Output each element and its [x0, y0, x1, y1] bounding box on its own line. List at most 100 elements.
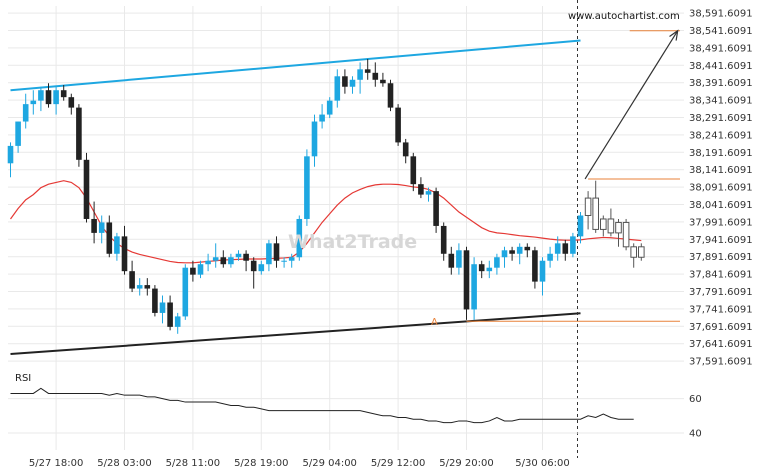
candle-body: [456, 250, 462, 268]
candle-body: [539, 260, 546, 282]
candle-body: [83, 159, 90, 219]
candle-body: [45, 90, 52, 105]
candle-body: [197, 264, 204, 275]
candle-body: [30, 100, 37, 105]
candle-body: [144, 285, 151, 289]
rsi-panel: [8, 387, 684, 434]
site-label[interactable]: www.autochartist.com: [568, 11, 680, 22]
candle-body: [433, 191, 439, 226]
candle-body: [15, 121, 21, 146]
candle-body: [220, 257, 227, 265]
candle-body: [387, 83, 394, 108]
support-line: [10, 312, 581, 355]
time-tick-label: 5/29 12:00: [371, 458, 425, 469]
price-axis: 38,591.6091 38,541.6091 38,491.6091 38,441.…: [689, 9, 753, 440]
trendlines: [10, 0, 680, 458]
candle-body: [22, 104, 29, 122]
candle-body: [7, 145, 14, 164]
point-a-label: A: [431, 317, 438, 328]
annotations: [584, 29, 679, 180]
candle-body: [129, 271, 135, 289]
price-tick-label: 38,291.6091: [689, 113, 753, 124]
candle-body: [380, 79, 386, 84]
price-tick-label: 38,441.6091: [689, 61, 753, 72]
candle-body: [205, 260, 211, 265]
price-tick-label: 38,341.6091: [689, 96, 753, 107]
candle-body: [296, 218, 303, 258]
candle-body: [266, 243, 272, 265]
candle-body: [326, 100, 333, 115]
price-tick-label: 37,741.6091: [689, 304, 753, 315]
candle-body: [486, 267, 493, 272]
price-tick-label: 37,691.6091: [689, 322, 753, 333]
candle-body: [311, 121, 318, 157]
candle-body: [547, 253, 553, 261]
time-tick-label: 5/27 18:00: [29, 458, 83, 469]
candle-body: [622, 221, 630, 248]
candle-body: [349, 79, 356, 87]
candle-body: [114, 236, 120, 254]
candle-body: [304, 156, 310, 219]
time-tick-label: 5/28 11:00: [166, 458, 220, 469]
candle-body: [615, 221, 622, 234]
candle-body: [395, 107, 401, 143]
candle-body: [288, 257, 295, 261]
candle-body: [250, 260, 257, 272]
forecast-arrow: [584, 30, 679, 180]
price-tick-label: 38,191.6091: [689, 148, 753, 159]
rsi-tick-label: 40: [689, 428, 702, 439]
candle-body: [532, 250, 538, 282]
price-tick-label: 38,041.6091: [689, 200, 753, 211]
price-tick-label: 37,891.6091: [689, 252, 753, 263]
candle-body: [235, 253, 242, 258]
price-tick-label: 37,641.6091: [689, 339, 753, 350]
candle-body: [334, 76, 341, 101]
candle-body: [228, 257, 234, 265]
candle-body: [212, 257, 219, 261]
candle-body: [471, 264, 477, 310]
candle-body: [98, 222, 105, 233]
time-tick-label: 5/29 04:00: [302, 458, 356, 469]
time-tick-label: 5/30 06:00: [515, 458, 569, 469]
price-tick-label: 38,491.6091: [689, 43, 753, 54]
candle-body: [524, 246, 531, 251]
candle-body: [463, 250, 470, 310]
candle-body: [53, 90, 59, 105]
price-tick-label: 37,841.6091: [689, 270, 753, 281]
candle-body: [577, 215, 584, 237]
price-tick-label: 38,391.6091: [689, 78, 753, 89]
time-tick-label: 5/28 19:00: [234, 458, 288, 469]
candle-body: [592, 197, 600, 230]
price-tick-label: 38,241.6091: [689, 130, 753, 141]
candle-body: [106, 222, 113, 254]
time-axis: 5/27 18:00 5/28 03:00 5/28 11:00 5/28 19:00…: [29, 458, 570, 469]
rsi-tick-label: 60: [689, 394, 702, 405]
rsi-label: RSI: [15, 373, 31, 384]
candle-body: [440, 225, 447, 254]
candle-body: [91, 218, 97, 233]
candle-body: [121, 236, 128, 272]
candle-body: [638, 246, 645, 258]
candle-body: [174, 316, 181, 327]
candle-body: [342, 76, 348, 87]
resistance-line: [10, 39, 581, 92]
price-tick-label: 37,941.6091: [689, 235, 753, 246]
candle-body: [509, 250, 515, 254]
candle-body: [152, 288, 158, 313]
candlesticks: [7, 58, 645, 334]
price-tick-label: 37,591.6091: [689, 357, 753, 368]
price-tick-label: 38,141.6091: [689, 165, 753, 176]
candle-body: [167, 302, 173, 327]
candle-body: [607, 218, 615, 234]
candle-body: [372, 72, 379, 80]
candle-body: [410, 156, 417, 185]
price-tick-label: 38,591.6091: [689, 9, 753, 20]
candle-body: [494, 257, 500, 268]
price-tick-label: 37,791.6091: [689, 287, 753, 298]
candle-body: [570, 236, 576, 254]
candle-body: [600, 218, 607, 230]
candle-body: [562, 243, 569, 254]
candle-body: [60, 90, 67, 98]
candle-body: [516, 246, 523, 254]
